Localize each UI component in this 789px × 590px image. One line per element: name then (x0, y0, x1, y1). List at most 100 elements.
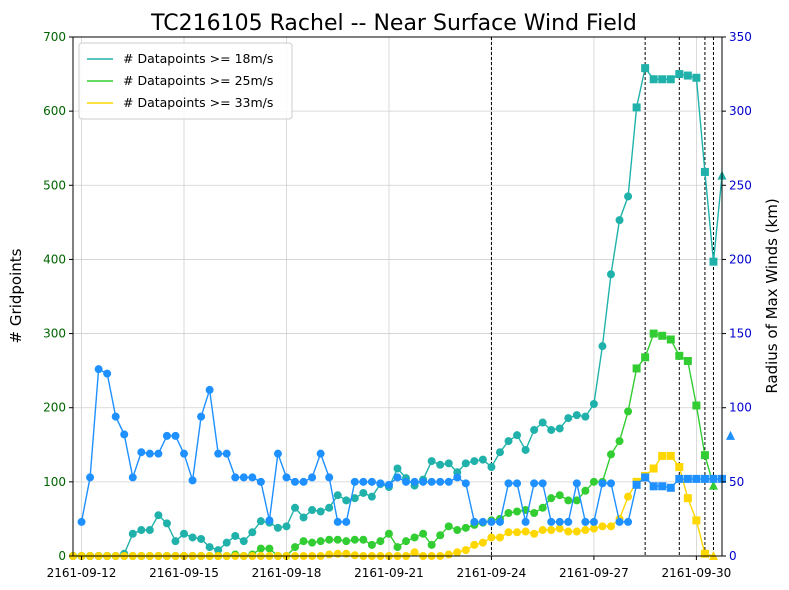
data-point (658, 451, 667, 460)
left-tick-label: 400 (43, 252, 66, 266)
data-point (94, 365, 103, 374)
series-1 (69, 64, 727, 560)
data-point (487, 533, 496, 542)
data-point (478, 455, 487, 464)
data-point (572, 411, 581, 420)
data-point (316, 507, 325, 516)
data-point (342, 496, 351, 505)
data-point (325, 503, 334, 512)
left-tick-label: 300 (43, 327, 66, 341)
data-point (410, 533, 419, 542)
data-point (222, 538, 231, 547)
data-point (572, 527, 581, 536)
left-axis-title: # Gridpoints (7, 248, 25, 343)
data-point (154, 449, 163, 458)
data-point (214, 546, 223, 555)
x-tick-label: 2161-09-24 (457, 566, 527, 580)
data-point (376, 537, 385, 546)
data-point (564, 527, 573, 536)
data-point (470, 517, 479, 526)
data-point (538, 479, 547, 488)
data-point (709, 474, 718, 483)
data-point (581, 412, 590, 421)
data-point (342, 549, 351, 558)
left-tick-label: 500 (43, 178, 66, 192)
data-point (367, 540, 376, 549)
data-point (325, 535, 334, 544)
right-tick-label: 300 (729, 104, 752, 118)
series-line (80, 368, 722, 523)
data-point (658, 482, 667, 491)
data-point (478, 538, 487, 547)
data-point (495, 448, 504, 457)
legend-label: # Datapoints >= 33m/s (123, 95, 273, 110)
data-point (564, 496, 573, 505)
data-point (427, 457, 436, 466)
data-point (128, 473, 137, 482)
data-point (513, 431, 522, 440)
grid (73, 36, 722, 557)
data-point (606, 450, 615, 459)
data-point (402, 537, 411, 546)
right-tick-label: 100 (729, 401, 752, 415)
data-point (683, 357, 692, 366)
data-point (77, 517, 86, 526)
data-point (615, 216, 624, 225)
data-point (461, 546, 470, 555)
data-point (624, 192, 633, 201)
data-point (180, 529, 189, 538)
data-point (171, 431, 180, 440)
data-point (342, 517, 351, 526)
data-point (436, 531, 445, 540)
data-point (453, 473, 462, 482)
data-point (675, 351, 684, 360)
data-point (555, 517, 564, 526)
series-line (73, 455, 714, 556)
left-tick-label: 200 (43, 401, 66, 415)
data-point (606, 270, 615, 279)
data-point (581, 486, 590, 495)
data-point (649, 482, 658, 491)
data-point (444, 477, 453, 486)
data-point (256, 544, 265, 553)
data-point (700, 474, 709, 483)
data-point (649, 329, 658, 338)
data-point (342, 537, 351, 546)
data-point (624, 492, 633, 501)
data-point (521, 527, 530, 536)
data-point (641, 353, 650, 362)
data-point (376, 479, 385, 488)
data-point (726, 430, 736, 440)
data-point (248, 473, 257, 482)
data-point (692, 516, 701, 525)
data-point (291, 543, 300, 552)
data-point (402, 477, 411, 486)
data-point (299, 477, 308, 486)
data-point (299, 537, 308, 546)
data-point (103, 369, 112, 378)
data-point (709, 257, 718, 266)
data-point (615, 517, 624, 526)
data-point (393, 473, 402, 482)
data-point (555, 491, 564, 500)
data-point (256, 517, 265, 526)
data-point (137, 448, 146, 457)
data-point (325, 550, 334, 559)
data-point (589, 400, 598, 409)
data-point (683, 494, 692, 503)
data-point (606, 479, 615, 488)
data-point (547, 425, 556, 434)
data-point (666, 335, 675, 344)
data-point (530, 479, 539, 488)
data-point (333, 535, 342, 544)
data-point (419, 529, 428, 538)
data-point (666, 483, 675, 492)
data-point (444, 459, 453, 468)
data-point (598, 479, 607, 488)
x-tick-label: 2161-09-18 (252, 566, 322, 580)
right-axis: 0 50 100 150 200 250 300 350 (722, 30, 752, 563)
legend-box (78, 42, 293, 120)
series-line (73, 66, 722, 556)
data-point (632, 364, 641, 373)
